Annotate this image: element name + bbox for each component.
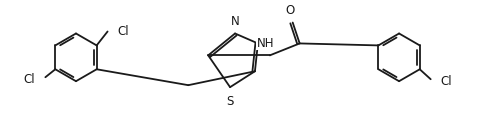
Text: N: N [231, 14, 240, 27]
Text: S: S [227, 94, 234, 107]
Text: O: O [285, 4, 294, 16]
Text: Cl: Cl [24, 72, 35, 85]
Text: NH: NH [257, 37, 274, 50]
Text: Cl: Cl [118, 25, 129, 38]
Text: Cl: Cl [440, 74, 452, 87]
